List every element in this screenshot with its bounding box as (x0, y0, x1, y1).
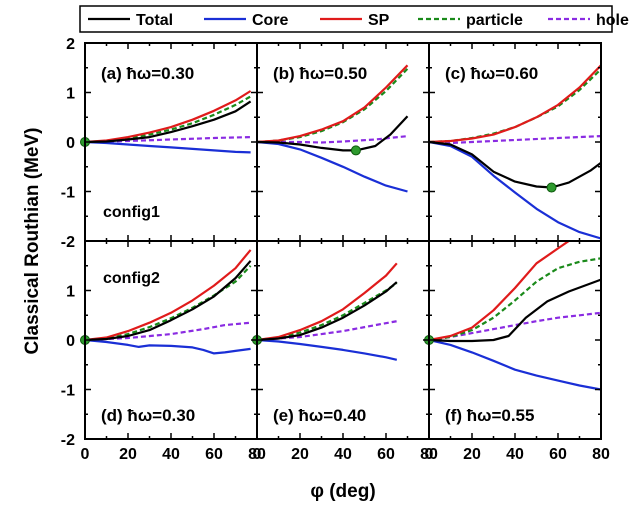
panel-6-plot (429, 241, 601, 391)
x-tick-label: 80 (592, 446, 610, 463)
panel-5-plot (257, 262, 398, 361)
legend-label-core: Core (252, 12, 289, 29)
x-tick-label: 60 (205, 446, 223, 463)
panel-4-series-total (85, 260, 252, 342)
panel-6-series-particle (429, 257, 601, 342)
panel-6-series-total (429, 278, 601, 343)
panel-3-series-sp (429, 64, 601, 144)
panel-1-label: (a) ħω=0.30 (101, 64, 194, 83)
legend: Total Core SP particle hole (79, 5, 629, 33)
x-tick-label: 0 (81, 446, 90, 463)
y-tick-label: 1 (66, 284, 75, 301)
panel-1-series-sp (85, 90, 252, 144)
y-tick-label: 2 (66, 36, 75, 53)
panel-2-series-sp (257, 64, 409, 144)
panel-3-minimum-marker (546, 182, 557, 193)
panel-1-series-particle (85, 95, 252, 144)
panel-5-series-particle (257, 282, 398, 342)
panel-3-series-hole (429, 135, 601, 145)
panel-5-series-total (257, 281, 398, 342)
x-tick-label: 40 (506, 446, 524, 463)
panel-4-series-sp (85, 249, 252, 342)
x-tick-label: 20 (119, 446, 137, 463)
panel-5-label: (e) ħω=0.40 (273, 406, 366, 425)
x-tick-label: 60 (549, 446, 567, 463)
y-tick-label: 0 (66, 333, 75, 350)
panel-2-series-hole (257, 135, 408, 144)
panel-4-config-label: config2 (103, 270, 160, 287)
panel-6-series-sp (429, 241, 570, 342)
panel-2-minimum-marker (350, 145, 361, 156)
panel-5-series-sp (257, 262, 398, 342)
y-tick-label: -1 (61, 185, 75, 202)
panel-2-series-core (257, 140, 408, 193)
x-tick-label: 40 (162, 446, 180, 463)
x-tick-label: 80 (420, 446, 438, 463)
panel-4-label: (d) ħω=0.30 (101, 406, 195, 425)
y-tick-label: 1 (66, 86, 75, 103)
panel-1-plot (85, 90, 252, 154)
panel-3-series-total (429, 140, 601, 189)
x-tick-label: 0 (253, 446, 262, 463)
panel-1-series-total (85, 100, 252, 144)
legend-label-sp: SP (368, 12, 390, 29)
panel-4-series-core (85, 338, 251, 355)
x-tick-label: 20 (291, 446, 309, 463)
panel-6-label: (f) ħω=0.55 (445, 406, 534, 425)
y-tick-label: -2 (61, 234, 75, 251)
panel-5-series-core (257, 338, 398, 361)
panel-1-series-core (85, 140, 251, 154)
x-tick-label: 80 (248, 446, 266, 463)
panel-3-label: (c) ħω=0.60 (445, 64, 538, 83)
y-tick-label: 0 (66, 135, 75, 152)
panel-2-plot (257, 64, 409, 193)
panel-6-series-core (429, 338, 601, 391)
x-axis-label: φ (deg) (310, 481, 375, 502)
x-tick-label: 0 (425, 446, 434, 463)
legend-label-particle: particle (466, 12, 523, 29)
y-axis-label: Classical Routhian (MeV) (22, 128, 43, 355)
panel-2-label: (b) ħω=0.50 (273, 64, 367, 83)
legend-label-hole: hole (596, 12, 629, 29)
panel-1-config-label: config1 (103, 204, 160, 221)
x-tick-label: 60 (377, 446, 395, 463)
legend-label-total: Total (136, 12, 173, 29)
x-tick-label: 20 (463, 446, 481, 463)
panel-2-series-total (257, 115, 409, 152)
panel-3-plot (429, 64, 601, 240)
panel-3-series-core (429, 140, 601, 240)
panel-4-plot (85, 249, 252, 355)
x-tick-label: 40 (334, 446, 352, 463)
y-tick-label: -2 (61, 432, 75, 449)
y-tick-label: -1 (61, 383, 75, 400)
panel-4-series-hole (85, 321, 251, 342)
